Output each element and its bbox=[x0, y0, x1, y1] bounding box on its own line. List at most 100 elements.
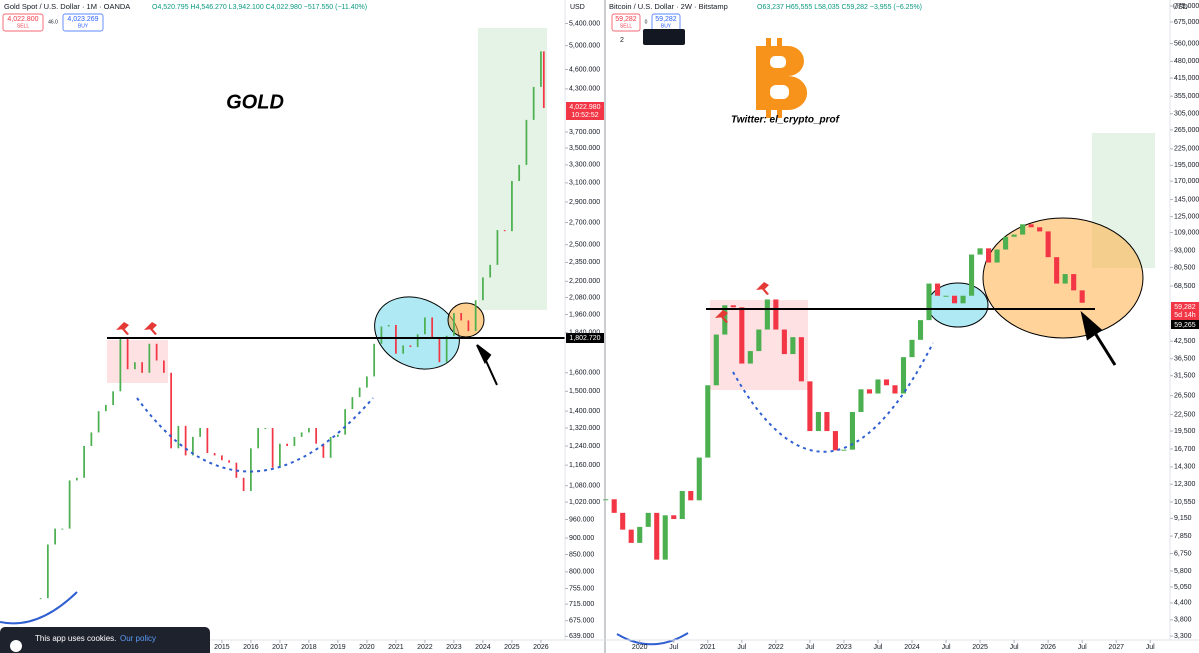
x-tick-label: 2025 bbox=[972, 644, 988, 651]
candle bbox=[542, 51, 545, 109]
y-tick-label: 36,500 bbox=[1174, 356, 1196, 363]
candle bbox=[54, 528, 56, 545]
y-tick-label: 10,550 bbox=[1174, 499, 1196, 506]
x-tick-label: 2015 bbox=[214, 644, 230, 651]
buy-price[interactable]: 59,282 bbox=[655, 16, 677, 23]
x-tick-label: Jul bbox=[942, 644, 951, 651]
y-tick-label: 1,600.000 bbox=[569, 370, 600, 377]
y-tick-label: 2,200.000 bbox=[569, 278, 600, 285]
axis-unit: USD bbox=[1173, 4, 1188, 11]
buy-price[interactable]: 4,023.269 bbox=[67, 16, 98, 23]
candle bbox=[250, 448, 252, 492]
candle bbox=[1028, 224, 1034, 228]
buy-button[interactable] bbox=[62, 13, 104, 32]
y-tick-label: 14,300 bbox=[1174, 464, 1196, 471]
candle bbox=[798, 337, 804, 382]
candle bbox=[257, 428, 260, 449]
candle bbox=[424, 317, 426, 335]
y-tick-label: 1,020.000 bbox=[569, 499, 600, 506]
sell-label[interactable]: SELL bbox=[17, 23, 29, 29]
candle bbox=[511, 181, 513, 232]
y-tick-label: 93,000 bbox=[1174, 248, 1196, 255]
y-tick-label: 68,500 bbox=[1174, 283, 1196, 290]
level-badge bbox=[566, 333, 604, 343]
y-tick-label: 225,000 bbox=[1174, 146, 1199, 153]
axis-unit: USD bbox=[570, 4, 585, 11]
candle bbox=[358, 387, 361, 398]
y-tick-label: 7,850 bbox=[1174, 533, 1192, 540]
x-tick-label: 2024 bbox=[904, 644, 920, 651]
y-tick-label: 850.000 bbox=[569, 551, 594, 558]
x-tick-label: 2018 bbox=[301, 644, 317, 651]
candle bbox=[68, 480, 71, 529]
y-tick-label: 3,700.000 bbox=[569, 129, 600, 136]
sell-price[interactable]: 4,022.800 bbox=[7, 16, 38, 23]
sell-price[interactable]: 59,282 bbox=[615, 16, 637, 23]
candle bbox=[271, 428, 274, 468]
y-tick-label: 5,000.000 bbox=[569, 42, 600, 49]
y-tick-label: 715.000 bbox=[569, 601, 594, 608]
y-tick-label: 4,600.000 bbox=[569, 66, 600, 73]
candle bbox=[308, 428, 310, 433]
indicator-count[interactable]: 2 bbox=[620, 37, 624, 44]
candle bbox=[960, 295, 966, 304]
candle bbox=[438, 337, 441, 363]
ohlc: O4,520.795 H4,546.270 L3,942.100 C4,022.… bbox=[152, 4, 367, 11]
watermark: Twitter: el_crypto_prof bbox=[731, 115, 841, 126]
candle bbox=[1020, 224, 1026, 235]
sell-button[interactable] bbox=[611, 13, 641, 32]
candle bbox=[344, 409, 347, 435]
buy-label[interactable]: BUY bbox=[661, 23, 672, 29]
candle bbox=[402, 345, 405, 354]
candle bbox=[934, 283, 941, 296]
candle bbox=[199, 428, 201, 437]
cookie-policy-link[interactable]: Our policy bbox=[120, 634, 156, 643]
candle bbox=[1079, 290, 1085, 303]
candle bbox=[858, 389, 864, 413]
candle bbox=[1037, 227, 1043, 232]
level-badge-value: 59,265 bbox=[1174, 322, 1196, 329]
candle bbox=[366, 376, 368, 388]
candle bbox=[163, 360, 165, 373]
candle bbox=[994, 249, 1000, 263]
cookie-banner bbox=[0, 627, 210, 653]
candle bbox=[97, 411, 100, 433]
candle bbox=[170, 372, 172, 449]
cookie-icon bbox=[10, 640, 22, 652]
arrow bbox=[476, 344, 498, 386]
candle bbox=[832, 431, 838, 451]
candle bbox=[395, 324, 397, 354]
y-tick-label: 80,500 bbox=[1174, 264, 1196, 271]
sell-button[interactable] bbox=[2, 13, 44, 32]
zone bbox=[107, 340, 168, 383]
sell-label[interactable]: SELL bbox=[620, 23, 632, 29]
y-tick-label: 6,750 bbox=[1174, 550, 1192, 557]
candles bbox=[39, 51, 1085, 600]
y-tick-label: 265,000 bbox=[1174, 127, 1199, 134]
y-tick-label: 4,300.000 bbox=[569, 86, 600, 93]
drawing-toolbar[interactable] bbox=[643, 29, 685, 45]
y-tick-label: 355,000 bbox=[1174, 93, 1199, 100]
x-tick-label: 2027 bbox=[1108, 644, 1124, 651]
y-tick-label: 775,000 bbox=[1174, 3, 1199, 10]
candle bbox=[713, 334, 719, 386]
candle bbox=[909, 339, 915, 358]
spread: 46.0 bbox=[48, 19, 58, 25]
candle bbox=[431, 317, 434, 338]
y-tick-label: 3,300 bbox=[1174, 633, 1192, 640]
candle bbox=[141, 362, 143, 373]
y-tick-label: 170,000 bbox=[1174, 178, 1199, 185]
x-tick-label: 2017 bbox=[272, 644, 288, 651]
y-tick-label: 1,840.000 bbox=[569, 330, 600, 337]
candle bbox=[337, 434, 339, 437]
buy-label[interactable]: BUY bbox=[78, 23, 89, 29]
candle bbox=[474, 300, 477, 332]
price-badge-value: 4,022.980 bbox=[569, 104, 600, 111]
candle bbox=[875, 379, 881, 394]
candle bbox=[184, 425, 187, 456]
candle bbox=[453, 313, 455, 336]
candle bbox=[1011, 234, 1017, 237]
y-tick-label: 1,080.000 bbox=[569, 483, 600, 490]
candle bbox=[90, 432, 93, 446]
